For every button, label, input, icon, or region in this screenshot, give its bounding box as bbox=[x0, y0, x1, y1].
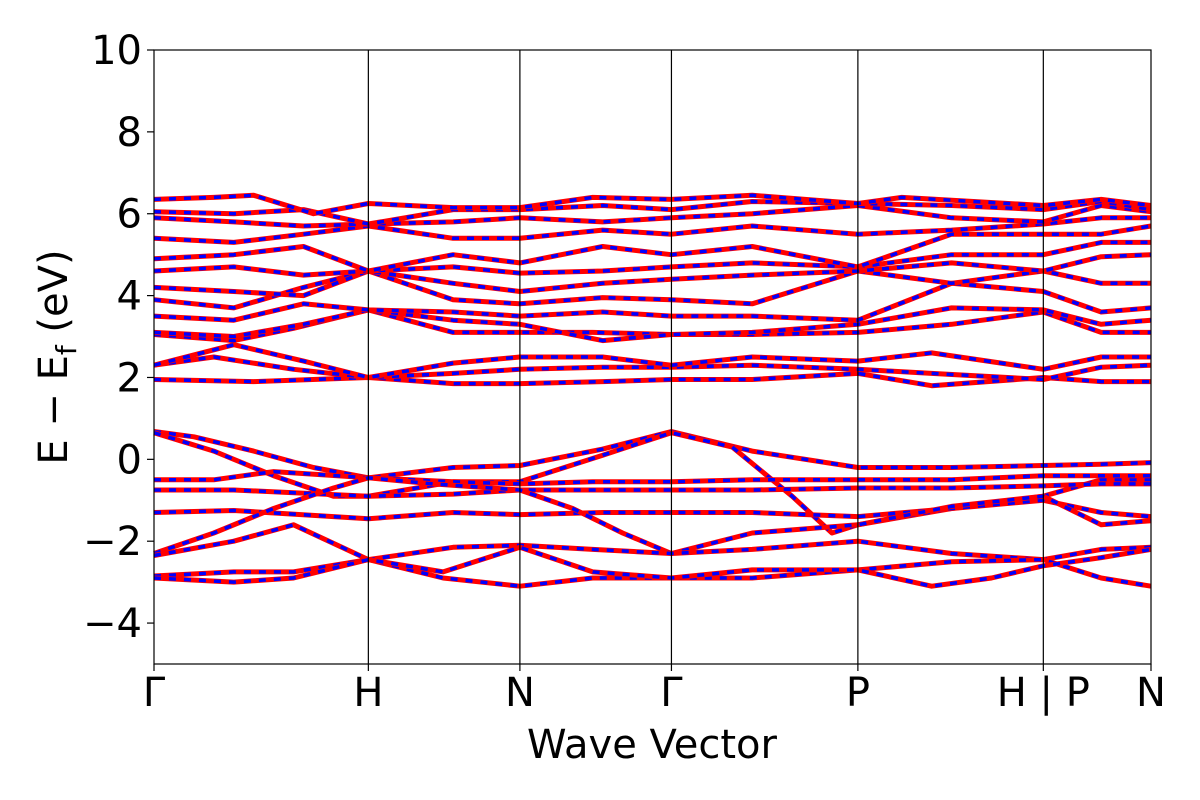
x-tick-label-3: N bbox=[505, 670, 535, 716]
x-axis-ticks: Γ H N Γ P H | P N bbox=[143, 664, 1166, 716]
y-axis-label: E − Ef (eV) bbox=[31, 249, 83, 464]
band-11 bbox=[153, 354, 1152, 382]
x-tick-label-6: H | P bbox=[997, 670, 1090, 716]
y-tick-label-1: −4 bbox=[83, 601, 142, 647]
y-axis-label-suffix: (eV) bbox=[31, 249, 77, 345]
band-8 bbox=[153, 557, 1152, 589]
band-20 bbox=[153, 215, 1151, 245]
y-tick-label-2: −2 bbox=[83, 519, 142, 565]
band-15 bbox=[153, 280, 1152, 323]
band-16-spin-down bbox=[153, 269, 1151, 310]
x-axis-label: Wave Vector bbox=[527, 722, 778, 768]
band-12-spin-down bbox=[153, 342, 1151, 380]
y-tick-label-6: 6 bbox=[117, 192, 142, 238]
band-20-spin-down bbox=[153, 216, 1151, 245]
band-16 bbox=[153, 268, 1151, 311]
plot-frame bbox=[153, 49, 1152, 665]
y-tick-label-8: 10 bbox=[91, 28, 142, 74]
band-18 bbox=[153, 239, 1151, 278]
band-19 bbox=[153, 223, 1152, 274]
y-tick-label-4: 2 bbox=[117, 355, 142, 401]
high-symmetry-lines bbox=[367, 50, 1044, 664]
band-8-spin-up bbox=[153, 557, 1152, 589]
x-tick-label-1: Γ bbox=[143, 670, 166, 716]
x-tick-label-7: N bbox=[1136, 670, 1166, 716]
band-22-spin-down bbox=[153, 199, 1152, 226]
band-21-spin-down bbox=[153, 203, 1152, 228]
band-7 bbox=[153, 522, 1152, 563]
y-tick-label-3: 0 bbox=[117, 437, 142, 483]
y-tick-label-5: 4 bbox=[117, 274, 142, 320]
band-3 bbox=[154, 469, 1151, 487]
band-1 bbox=[153, 429, 1152, 481]
x-tick-label-4: Γ bbox=[660, 670, 683, 716]
band-21 bbox=[153, 203, 1152, 229]
band-6 bbox=[153, 475, 1152, 556]
band-lines bbox=[153, 192, 1152, 589]
band-8-spin-down bbox=[153, 557, 1152, 588]
y-axis-label-subscript: f bbox=[50, 344, 83, 355]
band-17 bbox=[153, 252, 1152, 299]
band-17-spin-up bbox=[153, 252, 1152, 299]
band-11-spin-down bbox=[153, 355, 1152, 382]
y-tick-label-7: 8 bbox=[117, 110, 142, 156]
band-18-spin-down bbox=[153, 240, 1151, 277]
band-14 bbox=[153, 305, 1152, 344]
y-axis-ticks: −4 −2 0 2 4 6 8 10 bbox=[83, 28, 154, 647]
y-axis-label-prefix: E − E bbox=[31, 355, 77, 465]
band-15-spin-down bbox=[153, 281, 1152, 322]
band-1-spin-down bbox=[153, 429, 1152, 480]
band-3-spin-down bbox=[154, 469, 1151, 486]
band-23-spin-down bbox=[153, 193, 1152, 216]
band-19-spin-down bbox=[153, 224, 1152, 273]
band-23 bbox=[153, 192, 1152, 217]
x-tick-label-2: H bbox=[353, 670, 383, 716]
band-14-spin-up bbox=[153, 305, 1152, 344]
band-6-spin-down bbox=[153, 476, 1152, 556]
band-12 bbox=[153, 342, 1151, 380]
x-tick-label-5: P bbox=[846, 670, 870, 716]
band-2-spin-down bbox=[153, 430, 1151, 535]
